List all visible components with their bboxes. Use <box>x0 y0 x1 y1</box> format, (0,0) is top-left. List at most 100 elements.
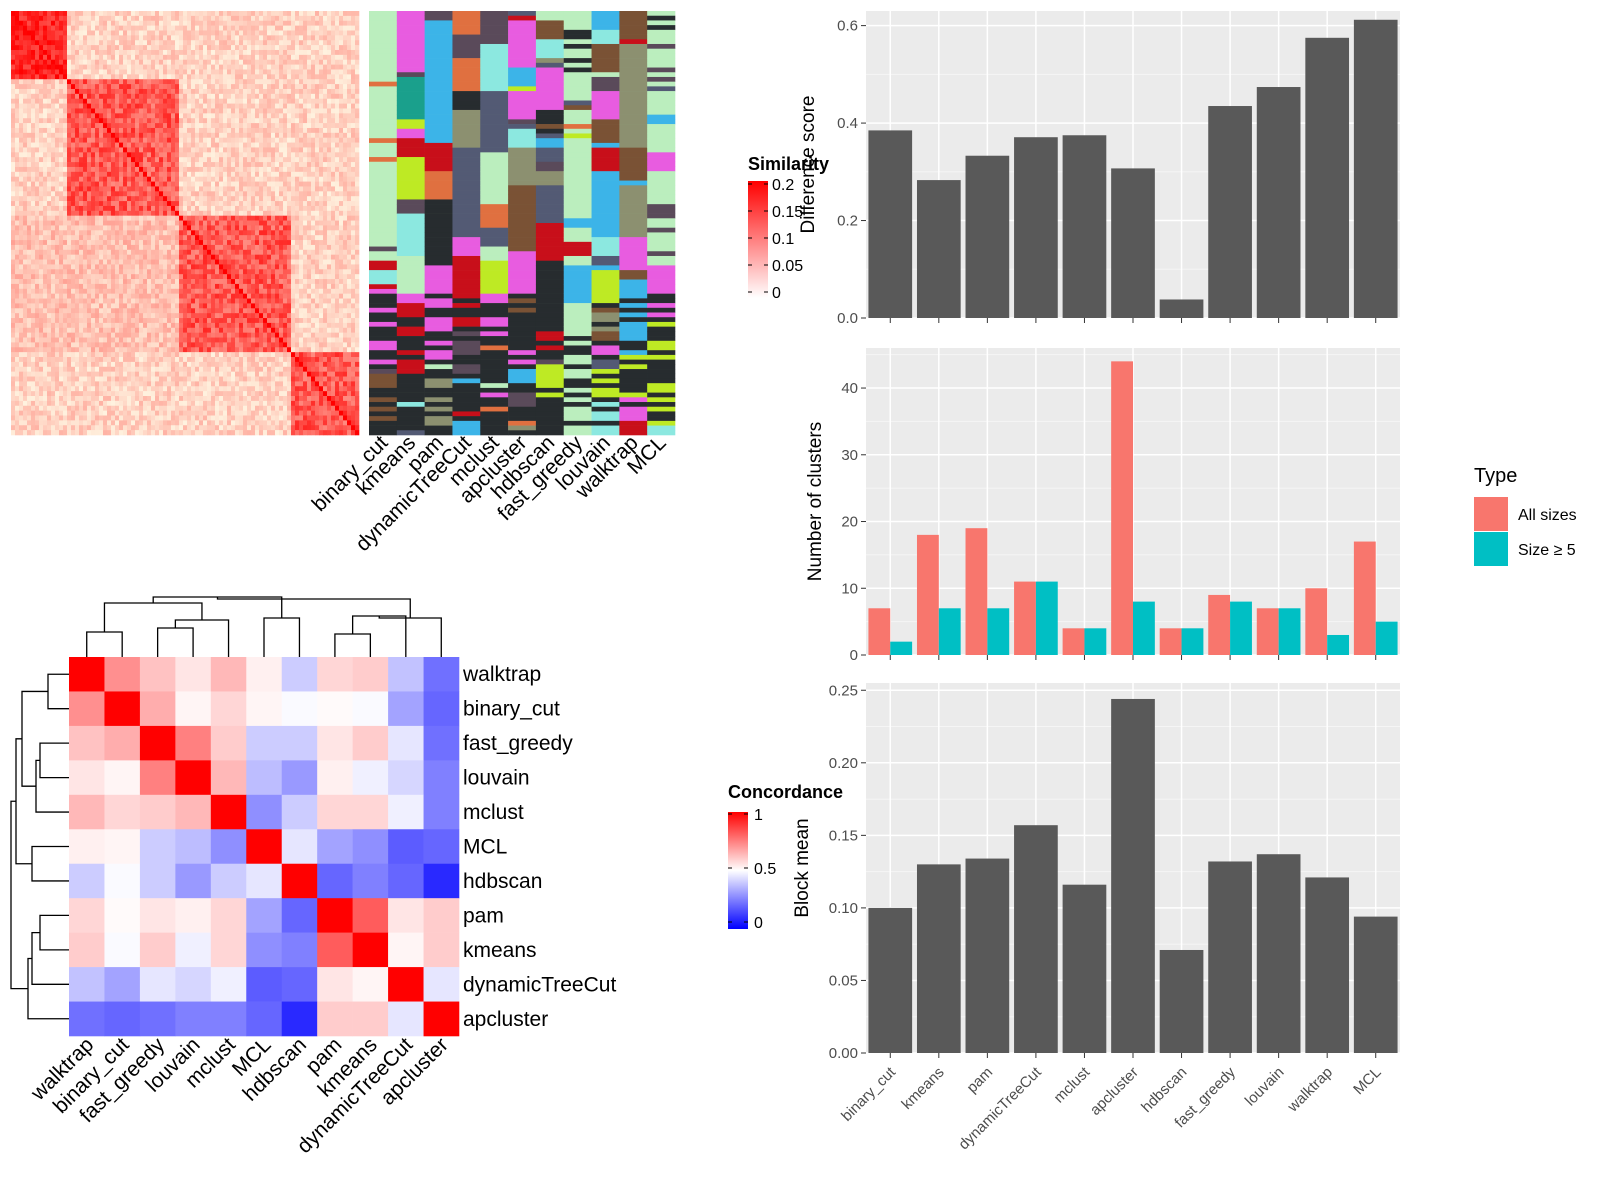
bar <box>1111 698 1155 1053</box>
y-tick-label: 0.4 <box>837 115 858 132</box>
concordance-cell <box>139 829 176 865</box>
y-tick-label: 30 <box>841 447 858 464</box>
concordance-cell <box>210 794 247 830</box>
concordance-cell <box>246 794 283 830</box>
concordance-cell <box>175 691 212 727</box>
concordance-cell <box>139 863 176 899</box>
bar <box>868 907 913 1053</box>
concordance-cell <box>246 898 283 933</box>
concordance-cell <box>281 725 318 761</box>
concordance-cell <box>210 932 247 968</box>
concordance-cell <box>388 932 424 968</box>
bar <box>1014 581 1036 655</box>
legend-label-all-sizes: All sizes <box>1518 507 1577 524</box>
concordance-cell <box>104 725 141 761</box>
concordance-cell <box>69 829 105 865</box>
concordance-cell <box>423 1001 460 1037</box>
x-tick-label: apcluster <box>1087 1064 1142 1119</box>
concordance-cell <box>175 863 212 899</box>
type-legend: Type All sizes Size ≥ 5 <box>1474 465 1577 566</box>
concordance-cell <box>352 932 389 968</box>
concordance-cell <box>388 898 424 933</box>
concordance-cell <box>352 967 389 1002</box>
concordance-cell <box>281 657 318 692</box>
concordance-cell <box>175 829 212 865</box>
concordance-cell <box>210 863 247 899</box>
block-mean-chart: 0.00 0.05 0.10 0.15 0.20 0.25 binary_cut kmeans… <box>792 682 1400 1153</box>
concordance-cell <box>352 794 389 830</box>
similarity-heatmap <box>11 11 360 436</box>
x-tick-label: mclust <box>1051 1063 1094 1106</box>
legend-label-size-5: Size ≥ 5 <box>1518 542 1576 559</box>
concordance-cell <box>246 1001 283 1037</box>
concordance-cell <box>69 967 105 1002</box>
bar <box>1062 884 1107 1053</box>
concordance-cell <box>210 1001 247 1037</box>
y-tick-label: 0.2 <box>837 213 858 230</box>
concordance-cell <box>423 829 460 865</box>
concordance-legend-tick: 0 <box>754 915 763 932</box>
bar <box>1208 861 1252 1053</box>
concordance-cell <box>281 760 318 796</box>
concordance-cell <box>352 691 389 727</box>
concordance-cell <box>352 1001 389 1037</box>
concordance-cell <box>210 657 247 692</box>
bar <box>1353 541 1376 655</box>
y-tick-label: 0.20 <box>829 755 858 772</box>
concordance-cell <box>423 725 460 761</box>
concordance-cell <box>317 1001 353 1037</box>
concordance-cell <box>246 967 283 1002</box>
concordance-cell <box>175 967 212 1002</box>
concordance-cell <box>317 657 353 692</box>
bar <box>868 608 891 655</box>
concordance-cell <box>69 932 105 968</box>
y-tick-label: 0.05 <box>829 972 858 989</box>
bar <box>1062 628 1085 655</box>
bar <box>1327 634 1350 655</box>
type-legend-title: Type <box>1474 465 1517 487</box>
bar <box>1305 588 1328 655</box>
bar <box>1035 581 1058 655</box>
bar <box>1353 916 1398 1053</box>
concordance-cell <box>69 898 105 933</box>
concordance-cell <box>139 932 176 968</box>
concordance-cell <box>423 691 460 727</box>
y-tick-label: 20 <box>841 514 858 531</box>
concordance-cell <box>175 898 212 933</box>
bar <box>1133 601 1155 655</box>
concordance-cell <box>317 760 353 796</box>
x-tick-label: kmeans <box>898 1064 947 1113</box>
concordance-cell <box>210 829 247 865</box>
concordance-cell <box>104 863 141 899</box>
concordance-cell <box>317 863 353 899</box>
bar <box>938 608 961 655</box>
y-tick-label: 0.6 <box>837 18 858 35</box>
concordance-cell <box>281 1001 318 1037</box>
concordance-cell <box>281 863 318 899</box>
concordance-cell <box>246 863 283 899</box>
concordance-cell <box>139 725 176 761</box>
concordance-cell <box>139 967 176 1002</box>
bar <box>1111 361 1133 655</box>
membership-heatmap <box>369 11 676 436</box>
concordance-row-label: dynamicTreeCut <box>463 973 616 996</box>
bar <box>1305 37 1350 319</box>
concordance-cell <box>175 794 212 830</box>
bar <box>1111 168 1155 318</box>
concordance-cell <box>246 691 283 727</box>
bar <box>1062 135 1107 318</box>
concordance-cell <box>281 898 318 933</box>
concordance-cell <box>352 863 389 899</box>
concordance-cell <box>246 760 283 796</box>
y-tick-label: 10 <box>841 580 858 597</box>
concordance-cell <box>175 1001 212 1037</box>
concordance-row-label: MCL <box>463 836 507 859</box>
bar <box>1159 299 1204 318</box>
concordance-cell <box>69 863 105 899</box>
x-tick-label: dynamicTreeCut <box>955 1063 1045 1153</box>
similarity-legend-tick: 0.1 <box>772 231 794 248</box>
concordance-cell <box>388 760 424 796</box>
concordance-cell <box>388 657 424 692</box>
concordance-cell <box>281 932 318 968</box>
